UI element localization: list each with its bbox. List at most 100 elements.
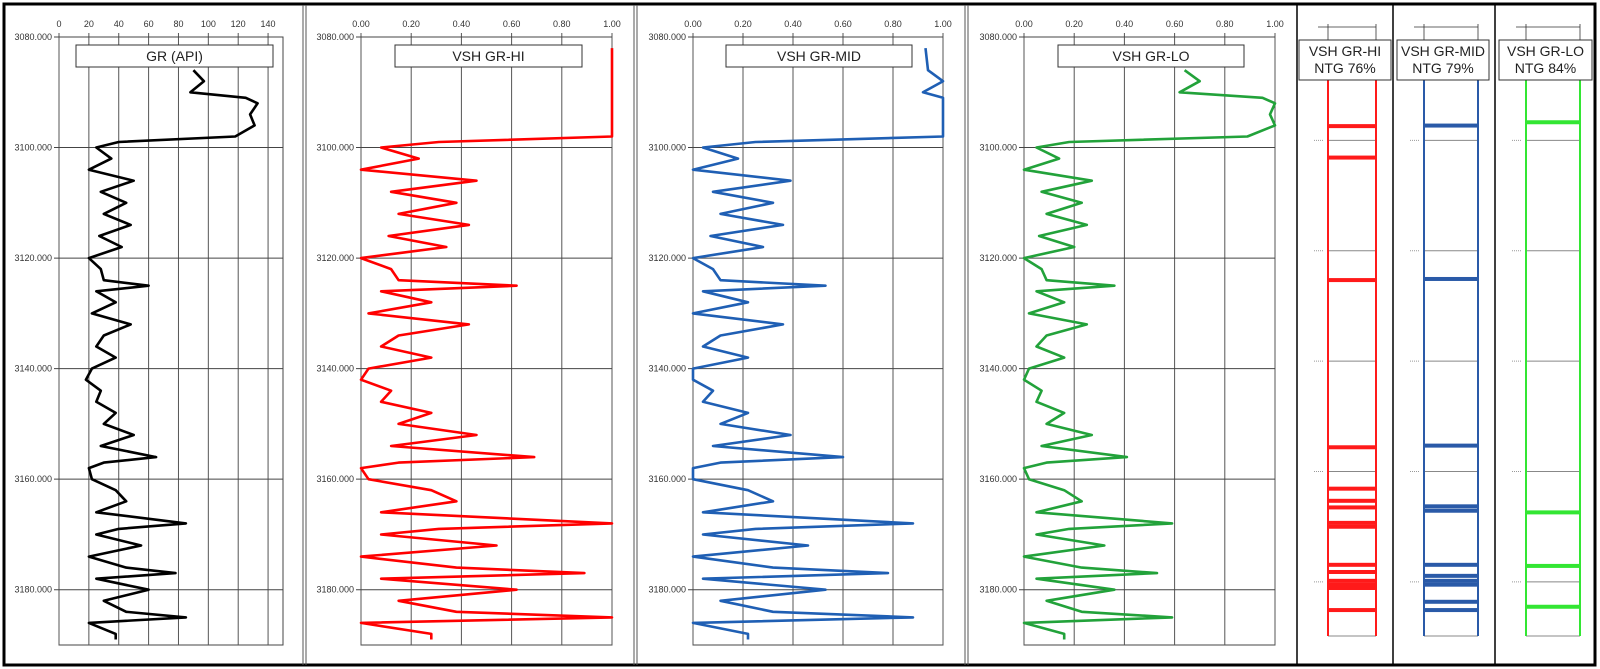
x-tick-label: 0 xyxy=(56,19,61,29)
x-tick-label: 40 xyxy=(114,19,124,29)
track-title: VSH GR-LO xyxy=(1112,48,1189,64)
ntg-track-title: VSH GR-MID xyxy=(1401,43,1485,59)
log-track-gr-api-: 0 20 40 60 80 100 120 140 3080.000 3100.000 3120.0… xyxy=(14,19,284,646)
y-tick-label: 3080.000 xyxy=(14,32,52,42)
shale-flag-bar xyxy=(1328,498,1376,503)
shale-flag-bar xyxy=(1424,608,1478,613)
shale-flag-bar xyxy=(1328,578,1376,583)
shale-flag-bar xyxy=(1328,445,1376,450)
x-tick-label: 20 xyxy=(84,19,94,29)
y-tick-label: 3080.000 xyxy=(316,32,354,42)
y-tick-label: 3180.000 xyxy=(979,585,1017,595)
x-tick-label: 100 xyxy=(201,19,216,29)
y-tick-label: 3120.000 xyxy=(648,253,686,263)
shale-flag-bar xyxy=(1328,278,1376,283)
x-tick-label: 1.00 xyxy=(603,19,621,29)
shale-flag-bar xyxy=(1424,123,1478,128)
shale-flag-bar xyxy=(1328,520,1376,525)
shale-flag-bar xyxy=(1328,582,1376,587)
shale-flag-bar xyxy=(1424,443,1478,448)
shale-flag-bar xyxy=(1424,578,1478,583)
plot-border xyxy=(1023,36,1276,646)
ntg-value: NTG 84% xyxy=(1515,60,1576,76)
curve-vsh-gr-lo xyxy=(1022,69,1277,640)
shale-flag-bar xyxy=(1328,505,1376,510)
shale-flag-bar xyxy=(1328,562,1376,567)
x-tick-label: 60 xyxy=(144,19,154,29)
log-track-vsh-gr-mid: 0.00 0.20 0.40 0.60 0.80 1.00 3080.000 3100.000… xyxy=(648,19,952,646)
x-tick-label: 0.00 xyxy=(684,19,702,29)
track-title: GR (API) xyxy=(146,48,203,64)
ntg-value: NTG 76% xyxy=(1314,60,1375,76)
y-tick-label: 3100.000 xyxy=(14,143,52,153)
x-tick-label: 0.80 xyxy=(1216,19,1234,29)
shale-flag-bar xyxy=(1424,599,1478,604)
ntg-value: NTG 79% xyxy=(1412,60,1473,76)
shale-flag-bar xyxy=(1328,608,1376,613)
x-tick-label: 0.40 xyxy=(453,19,471,29)
track-title-box xyxy=(75,44,274,68)
x-tick-label: 0.60 xyxy=(834,19,852,29)
y-tick-label: 3180.000 xyxy=(316,585,354,595)
y-tick-label: 3120.000 xyxy=(979,253,1017,263)
y-tick-label: 3160.000 xyxy=(648,474,686,484)
curve-gr-api- xyxy=(84,69,259,640)
x-tick-label: 0.00 xyxy=(352,19,370,29)
ntg-track-title: VSH GR-HI xyxy=(1309,43,1381,59)
y-tick-label: 3120.000 xyxy=(316,253,354,263)
shale-flag-bar xyxy=(1328,569,1376,574)
shale-flag-bar xyxy=(1424,276,1478,281)
x-tick-label: 0.80 xyxy=(553,19,571,29)
x-tick-label: 0.40 xyxy=(784,19,802,29)
track-title: VSH GR-HI xyxy=(452,48,524,64)
x-tick-label: 0.20 xyxy=(1065,19,1083,29)
track-title-box xyxy=(394,44,583,68)
y-tick-label: 3100.000 xyxy=(648,143,686,153)
x-tick-label: 1.00 xyxy=(934,19,952,29)
shale-flag-bar xyxy=(1424,582,1478,587)
shale-flag-bar xyxy=(1424,562,1478,567)
x-tick-label: 0.20 xyxy=(402,19,420,29)
y-tick-label: 3100.000 xyxy=(979,143,1017,153)
y-tick-label: 3100.000 xyxy=(316,143,354,153)
log-track-vsh-gr-hi: 0.00 0.20 0.40 0.60 0.80 1.00 3080.000 3100.000… xyxy=(316,19,621,646)
y-tick-label: 3140.000 xyxy=(14,364,52,374)
x-tick-label: 0.40 xyxy=(1116,19,1134,29)
shale-flag-bar xyxy=(1328,155,1376,160)
y-tick-label: 3140.000 xyxy=(648,364,686,374)
shale-flag-bar xyxy=(1328,524,1376,529)
shale-flag-bar xyxy=(1424,508,1478,513)
y-tick-label: 3180.000 xyxy=(648,585,686,595)
shale-flag-bar xyxy=(1328,486,1376,491)
shale-flag-bar xyxy=(1526,510,1580,515)
y-tick-label: 3140.000 xyxy=(316,364,354,374)
shale-flag-bar xyxy=(1424,573,1478,578)
x-tick-label: 0.60 xyxy=(1166,19,1184,29)
curve-vsh-gr-hi xyxy=(359,48,614,640)
ntg-title-box xyxy=(1298,39,1392,81)
x-tick-label: 0.20 xyxy=(734,19,752,29)
shale-flag-bar xyxy=(1424,504,1478,509)
y-tick-label: 3120.000 xyxy=(14,253,52,263)
track-title-box xyxy=(725,44,913,68)
y-tick-label: 3180.000 xyxy=(14,585,52,595)
shale-flag-bar xyxy=(1526,604,1580,609)
x-tick-label: 140 xyxy=(261,19,276,29)
ntg-title-box xyxy=(1396,39,1490,81)
curve-vsh-gr-mid xyxy=(691,47,945,640)
ntg-track-title: VSH GR-LO xyxy=(1507,43,1584,59)
y-tick-label: 3160.000 xyxy=(979,474,1017,484)
shale-flag-bar xyxy=(1328,585,1376,590)
track-title: VSH GR-MID xyxy=(777,48,861,64)
y-tick-label: 3080.000 xyxy=(979,32,1017,42)
log-track-vsh-gr-lo: 0.00 0.20 0.40 0.60 0.80 1.00 3080.000 3100.000… xyxy=(979,19,1284,646)
shale-flag-bar xyxy=(1328,124,1376,129)
x-tick-label: 80 xyxy=(173,19,183,29)
y-tick-label: 3160.000 xyxy=(316,474,354,484)
y-tick-label: 3080.000 xyxy=(648,32,686,42)
shale-flag-bar xyxy=(1526,563,1580,568)
x-tick-label: 1.00 xyxy=(1266,19,1284,29)
